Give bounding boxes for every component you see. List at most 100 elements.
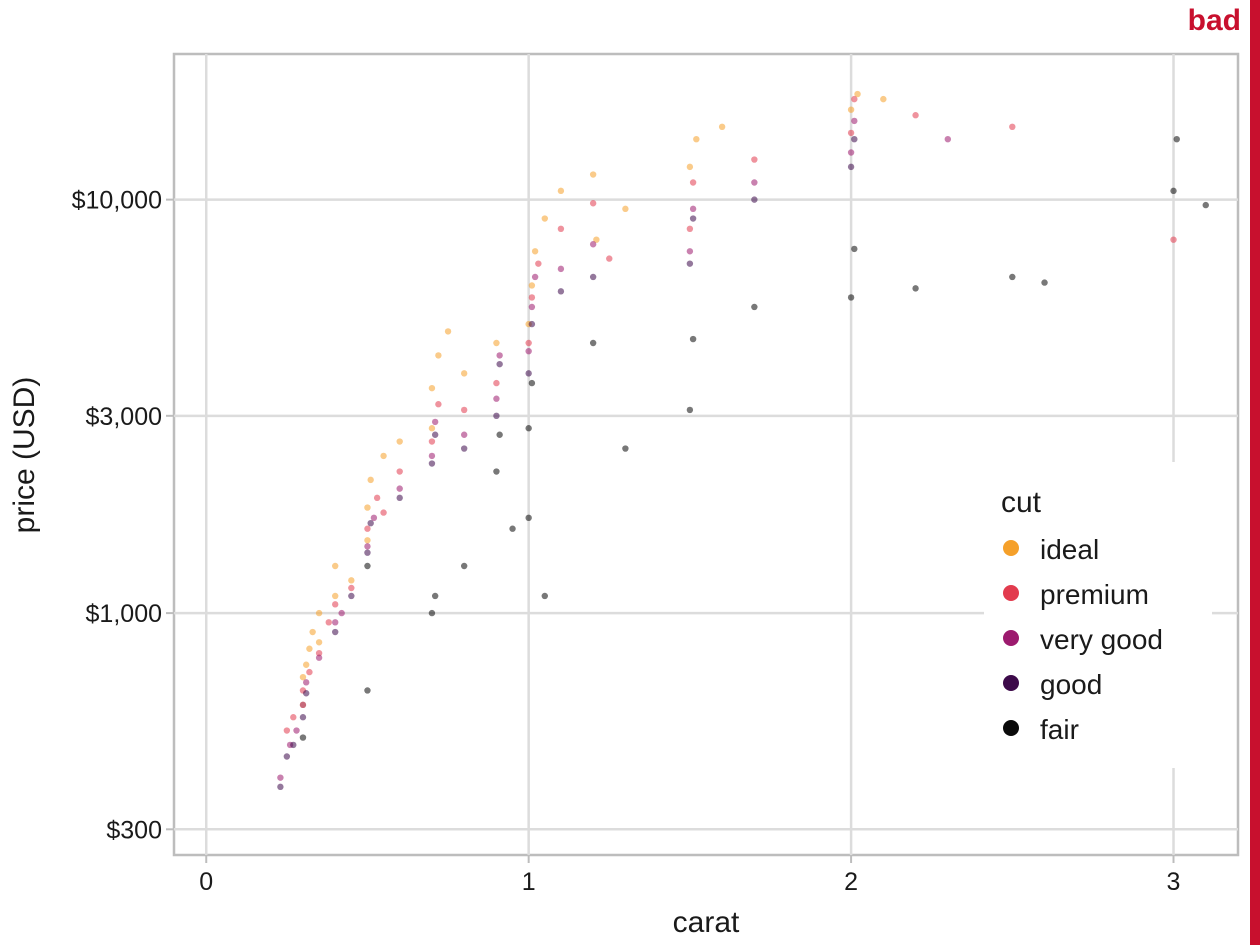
data-point [460, 406, 468, 414]
data-point [460, 370, 468, 377]
data-point [1202, 201, 1209, 209]
data-point [302, 661, 310, 668]
y-tick-label: $3,000 [86, 403, 162, 431]
x-tick-label: 1 [522, 868, 536, 896]
data-point [396, 494, 403, 502]
data-point [493, 379, 500, 387]
data-point [283, 753, 291, 760]
data-point [1173, 135, 1180, 143]
data-point [528, 379, 536, 387]
data-point [299, 734, 307, 741]
data-point [428, 425, 436, 432]
data-point [751, 179, 758, 186]
data-point [496, 431, 503, 438]
data-point [364, 525, 371, 532]
data-point [348, 577, 355, 584]
data-point [338, 609, 345, 617]
data-point [718, 123, 726, 131]
data-point [622, 445, 629, 452]
data-point [851, 245, 858, 253]
data-point [854, 90, 861, 98]
data-point [283, 727, 291, 734]
data-point [364, 543, 371, 550]
data-point [348, 592, 355, 600]
data-point [460, 445, 468, 452]
data-point [435, 352, 442, 359]
data-point [689, 205, 697, 213]
data-point [396, 468, 403, 475]
data-point [364, 562, 371, 570]
data-point [912, 112, 919, 119]
data-point [751, 156, 758, 163]
data-point [367, 519, 374, 527]
data-point [367, 476, 374, 484]
data-point [315, 654, 323, 661]
data-point [332, 592, 339, 600]
data-point [525, 514, 532, 522]
data-point [912, 285, 919, 292]
data-point [589, 273, 597, 281]
data-point [460, 431, 468, 438]
data-point [589, 339, 597, 347]
data-point [528, 303, 536, 311]
data-point [847, 163, 855, 171]
data-point [589, 241, 597, 248]
data-point [589, 171, 597, 178]
data-point [686, 260, 694, 267]
data-point [332, 619, 339, 626]
x-tick-label: 3 [1167, 868, 1181, 896]
data-point [428, 452, 436, 460]
data-point [751, 303, 758, 311]
data-point [686, 406, 694, 414]
data-point [1170, 187, 1177, 195]
data-point [509, 525, 516, 532]
data-point [277, 774, 284, 781]
data-point [293, 727, 300, 734]
data-point [428, 438, 436, 445]
legend-label: good [1040, 669, 1102, 700]
data-point [428, 460, 436, 467]
data-point [380, 509, 387, 516]
legend-swatch [1003, 585, 1019, 601]
series-good [277, 135, 858, 791]
data-point [535, 260, 542, 267]
badge-bar [1250, 0, 1260, 945]
data-point [847, 106, 855, 113]
data-point [315, 639, 323, 646]
data-point [557, 288, 565, 295]
data-point [1009, 273, 1016, 281]
data-point [302, 690, 310, 697]
badge-label: bad [1188, 4, 1241, 37]
data-point [373, 494, 381, 502]
data-point [525, 425, 532, 432]
data-point [348, 584, 355, 592]
data-point [1009, 123, 1016, 131]
data-point [370, 514, 378, 522]
legend-background [984, 462, 1212, 768]
data-point [396, 485, 403, 492]
data-point [493, 339, 500, 347]
legend-label: fair [1040, 714, 1079, 745]
data-point [1041, 279, 1048, 286]
y-axis-ticks: $300 $1,000 $3,000 $10,000 [72, 187, 174, 844]
data-point [686, 163, 694, 171]
data-point [847, 149, 855, 156]
data-point [686, 225, 694, 233]
data-point [493, 395, 500, 402]
data-point [306, 668, 313, 676]
legend-label: very good [1040, 624, 1163, 655]
y-tick-label: $1,000 [86, 600, 162, 628]
data-point [364, 687, 371, 694]
data-point [541, 215, 548, 222]
data-point [531, 273, 539, 281]
data-point [686, 248, 694, 255]
legend-swatch [1003, 720, 1019, 736]
data-point [428, 609, 436, 617]
data-point [1170, 236, 1177, 243]
legend-label: ideal [1040, 534, 1099, 565]
data-point [431, 592, 439, 600]
data-point [851, 95, 858, 103]
data-point [325, 619, 332, 626]
data-point [689, 179, 697, 186]
